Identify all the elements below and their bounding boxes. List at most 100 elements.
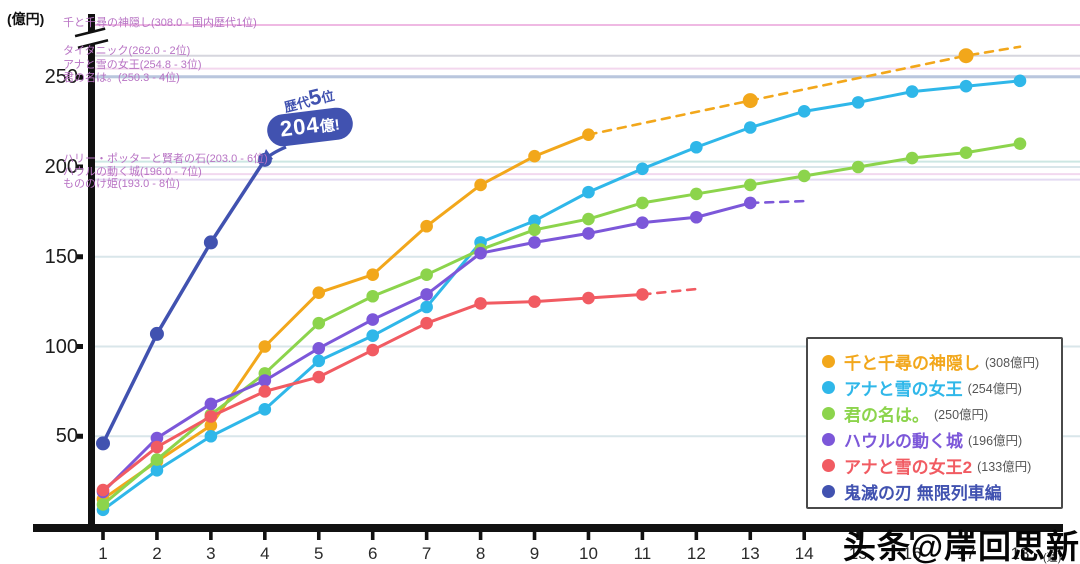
series-line-demon-slayer bbox=[101, 158, 267, 446]
legend-item: アナと雪の女王 (254億円) bbox=[822, 374, 1061, 400]
x-tick-label: 4 bbox=[260, 544, 270, 563]
legend-series-name: アナと雪の女王2 bbox=[844, 457, 973, 477]
data-point-spirited-away bbox=[258, 340, 272, 353]
x-axis bbox=[33, 524, 1063, 532]
data-point-frozen bbox=[959, 79, 973, 93]
axis-break-line bbox=[74, 27, 106, 38]
data-point-howl bbox=[582, 227, 595, 240]
legend-series-total: (308億円) bbox=[985, 355, 1040, 370]
legend-series-total: (196億円) bbox=[968, 433, 1023, 448]
data-point-frozen bbox=[204, 429, 218, 443]
x-tick-label: 16 bbox=[902, 544, 922, 563]
data-point-your-name bbox=[366, 289, 380, 303]
data-point-your-name bbox=[420, 268, 433, 282]
data-point-howl bbox=[528, 236, 541, 249]
y-tick-label: 50 bbox=[55, 425, 78, 448]
x-tick-label: 18 bbox=[1010, 544, 1030, 563]
x-tick bbox=[802, 532, 807, 540]
x-tick bbox=[478, 532, 483, 540]
y-tick bbox=[77, 74, 83, 80]
data-point-howl bbox=[312, 341, 326, 355]
data-point-spirited-away bbox=[528, 149, 541, 163]
series-line-frozen bbox=[101, 79, 1022, 512]
x-axis-unit-label: (週) bbox=[1043, 552, 1062, 564]
x-tick bbox=[316, 532, 321, 540]
series-dashed-howl bbox=[748, 199, 806, 205]
data-point-spirited-away bbox=[742, 93, 758, 109]
y-tick bbox=[77, 433, 83, 439]
x-tick-label: 17 bbox=[956, 544, 976, 563]
data-point-your-name bbox=[528, 223, 541, 237]
data-point-howl bbox=[474, 246, 487, 260]
legend-item: 鬼滅の刃 無限列車編 bbox=[822, 478, 1061, 504]
reference-label: 千と千尋の神隠し(308.0 - 国内歴代1位) bbox=[63, 17, 257, 29]
data-point-spirited-away bbox=[582, 128, 595, 141]
legend-series-total: (250億円) bbox=[934, 407, 989, 422]
legend-color-dot bbox=[822, 380, 835, 394]
x-tick-label: 10 bbox=[578, 544, 598, 563]
x-tick bbox=[964, 532, 968, 540]
data-point-your-name bbox=[636, 196, 649, 210]
data-point-frozen-2 bbox=[528, 295, 541, 308]
data-point-demon-slayer bbox=[149, 326, 164, 341]
reference-label: ハリー・ポッターと賢者の石(203.0 - 6位) bbox=[63, 153, 268, 165]
data-point-howl bbox=[690, 210, 703, 224]
x-tick bbox=[532, 532, 537, 540]
callout-arrowhead bbox=[260, 149, 273, 164]
x-tick bbox=[640, 532, 645, 540]
data-point-spirited-away bbox=[312, 286, 326, 299]
data-point-frozen bbox=[851, 96, 865, 109]
x-tick bbox=[1018, 532, 1022, 540]
y-axis bbox=[88, 14, 95, 528]
data-point-howl bbox=[636, 216, 649, 229]
y-axis-unit-label: (億円) bbox=[7, 11, 45, 27]
x-tick-label: 2 bbox=[152, 544, 162, 563]
x-tick-label: 1 bbox=[98, 544, 108, 563]
reference-label: もののけ姫(193.0 - 8位) bbox=[63, 178, 180, 190]
data-point-spirited-away bbox=[958, 48, 974, 64]
x-tick-label: 15 bbox=[848, 544, 868, 563]
data-point-frozen bbox=[905, 85, 919, 98]
x-tick bbox=[424, 532, 429, 540]
data-point-spirited-away bbox=[204, 419, 218, 432]
legend-item: 千と千尋の神隠し (308億円) bbox=[822, 348, 1061, 374]
y-tick-label: 200 bbox=[44, 156, 78, 178]
legend-color-dot bbox=[822, 432, 835, 446]
data-point-your-name bbox=[905, 151, 919, 165]
data-point-spirited-away bbox=[474, 178, 487, 192]
data-point-frozen-2 bbox=[204, 410, 218, 423]
data-point-frozen-2 bbox=[474, 297, 487, 310]
y-tick-label: 100 bbox=[44, 335, 78, 358]
legend-series-total: (133億円) bbox=[977, 459, 1032, 474]
y-tick-label: 150 bbox=[44, 245, 78, 268]
data-point-your-name bbox=[797, 169, 811, 183]
legend-color-dot bbox=[822, 458, 835, 472]
x-tick-label: 9 bbox=[529, 544, 540, 563]
data-point-your-name bbox=[96, 498, 110, 511]
x-tick bbox=[586, 532, 591, 540]
data-point-frozen bbox=[528, 214, 541, 228]
series-line-your-name bbox=[101, 142, 1022, 506]
axis-break-line bbox=[77, 38, 109, 50]
legend-series-name: 鬼滅の刃 無限列車編 bbox=[844, 483, 1002, 503]
data-point-your-name bbox=[743, 178, 757, 192]
y-tick-label: 250 bbox=[44, 66, 78, 89]
data-point-frozen-2 bbox=[96, 483, 110, 497]
x-tick bbox=[263, 532, 267, 540]
data-point-frozen bbox=[690, 140, 703, 154]
data-point-frozen bbox=[797, 105, 811, 118]
data-point-frozen bbox=[312, 354, 326, 368]
x-tick bbox=[856, 532, 860, 540]
reference-label: アナと雪の女王(254.8 - 3位) bbox=[63, 59, 202, 71]
data-point-frozen bbox=[1013, 74, 1027, 88]
x-tick-label: 14 bbox=[794, 544, 814, 563]
data-point-frozen bbox=[636, 162, 649, 176]
legend-item: 君の名は。 (250億円) bbox=[822, 400, 1061, 426]
x-tick bbox=[370, 532, 375, 540]
data-point-howl bbox=[366, 313, 380, 326]
legend-item: アナと雪の女王2 (133億円) bbox=[822, 452, 1061, 478]
x-tick bbox=[694, 532, 699, 540]
watermark: 头条@岸回思新 bbox=[842, 528, 1080, 564]
series-dashed-spirited-away bbox=[587, 45, 1022, 136]
data-point-demon-slayer bbox=[96, 436, 110, 451]
